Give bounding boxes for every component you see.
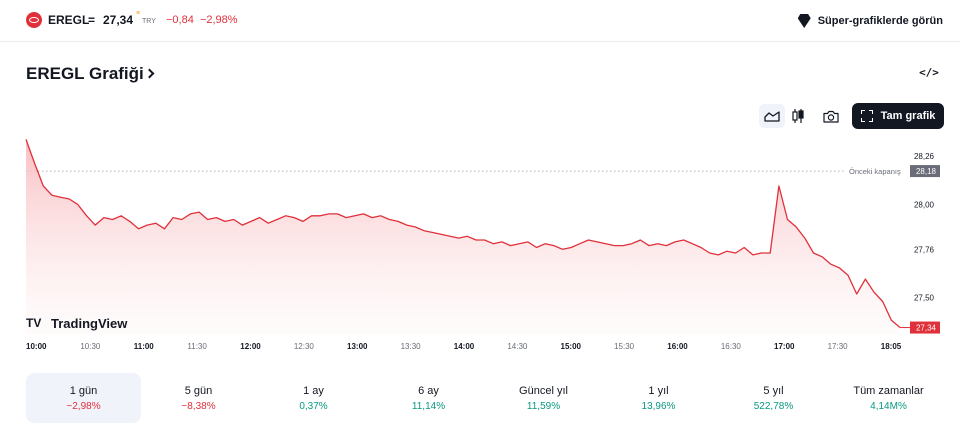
chevron-right-icon bbox=[144, 68, 155, 79]
x-tick-label: 16:30 bbox=[721, 342, 742, 351]
candles-icon bbox=[792, 109, 804, 123]
range-change: −2,98% bbox=[66, 400, 101, 412]
x-tick-label: 12:00 bbox=[240, 342, 261, 351]
last-price-tag bbox=[910, 321, 940, 334]
price-area bbox=[26, 139, 900, 335]
x-tick-label: 17:00 bbox=[774, 342, 795, 351]
range-change: 13,96% bbox=[641, 400, 676, 412]
x-tick-label: 14:30 bbox=[507, 342, 528, 351]
previous-close-value-tag bbox=[910, 165, 940, 178]
embed-code-button[interactable]: </> bbox=[919, 66, 939, 79]
symbol-currency: TRY bbox=[142, 18, 156, 25]
currency-mark-icon: ≡ bbox=[136, 10, 141, 17]
super-charts-label: Süper-grafiklerde görün bbox=[817, 15, 943, 27]
range-change: 522,78% bbox=[753, 400, 794, 412]
range-label: 5 gün bbox=[184, 384, 213, 397]
x-tick-label: 14:00 bbox=[454, 342, 475, 351]
full-chart-label: Tam grafik bbox=[880, 110, 936, 122]
x-tick-label: 15:30 bbox=[614, 342, 635, 351]
price-chart[interactable]: 28,26 28,00 27,76 27,50 Önceki kapanış 28,18… bbox=[0, 139, 960, 356]
full-chart-button[interactable]: Tam grafik bbox=[852, 103, 944, 129]
range-tab[interactable]: 5 yıl 522,78% bbox=[716, 373, 831, 423]
range-tab[interactable]: Tüm zamanlar 4,14M% bbox=[831, 373, 946, 423]
range-tab[interactable]: 5 gün −8,38% bbox=[141, 373, 256, 423]
price-line bbox=[25, 139, 901, 328]
ticker-bar: EREGL = 27,34 ≡ TRY −0,84 −2,98% Süper-g… bbox=[0, 0, 960, 42]
range-change: 11,59% bbox=[526, 400, 561, 412]
symbol-name[interactable]: EREGL bbox=[48, 13, 90, 27]
x-tick-label: 17:30 bbox=[828, 342, 849, 351]
range-change: −8,38% bbox=[181, 400, 216, 412]
x-tick-label: 15:00 bbox=[561, 342, 582, 351]
x-tick-label: 10:30 bbox=[80, 342, 101, 351]
range-label: Güncel yıl bbox=[519, 384, 568, 397]
range-tab[interactable]: 1 yıl 13,96% bbox=[601, 373, 716, 423]
y-tick-label: 27,50 bbox=[914, 294, 935, 303]
range-tab[interactable]: 6 ay 11,14% bbox=[371, 373, 486, 423]
x-tick-label: 13:30 bbox=[401, 342, 422, 351]
area-chart-icon bbox=[764, 111, 780, 122]
range-label: 1 gün bbox=[69, 384, 98, 397]
screenshot-button[interactable] bbox=[818, 104, 844, 128]
range-selector: 1 gün −2,98% 5 gün −8,38% 1 ay 0,37% 6 ay 11,14… bbox=[26, 373, 946, 423]
area-chart-button[interactable] bbox=[759, 104, 785, 128]
symbol-logo-icon bbox=[26, 12, 42, 28]
symbol-price: 27,34 bbox=[103, 13, 134, 27]
tradingview-text: TradingView bbox=[51, 316, 128, 331]
range-tab[interactable]: Güncel yıl 11,59% bbox=[486, 373, 601, 423]
range-tab[interactable]: 1 ay 0,37% bbox=[256, 373, 371, 423]
chart-title: EREGL Grafiği bbox=[26, 64, 144, 83]
tradingview-watermark[interactable]: TV TradingView bbox=[26, 316, 128, 331]
x-tick-label: 11:00 bbox=[134, 342, 155, 351]
y-tick-label: 28,00 bbox=[914, 201, 935, 210]
previous-close-label-bg bbox=[845, 165, 908, 178]
x-tick-label: 16:00 bbox=[667, 342, 688, 351]
super-charts-link[interactable]: Süper-grafiklerde görün bbox=[797, 12, 943, 30]
range-label: Tüm zamanlar bbox=[853, 384, 924, 397]
previous-close-label: Önceki kapanış bbox=[849, 167, 901, 176]
range-change: 0,37% bbox=[299, 400, 328, 412]
range-label: 5 yıl bbox=[763, 384, 784, 397]
y-tick-label: 28,26 bbox=[914, 152, 935, 161]
range-label: 1 ay bbox=[303, 384, 324, 397]
diamond-icon bbox=[797, 14, 811, 28]
fullscreen-icon bbox=[860, 110, 873, 122]
x-tick-label: 10:00 bbox=[26, 342, 47, 351]
tradingview-logo-icon: TV bbox=[26, 316, 41, 330]
last-price-value: 27,34 bbox=[916, 324, 937, 333]
range-label: 6 ay bbox=[418, 384, 439, 397]
chart-title-link[interactable]: EREGL Grafiği bbox=[26, 64, 155, 84]
y-tick-label: 27,76 bbox=[914, 245, 935, 254]
range-tab[interactable]: 1 gün −2,98% bbox=[26, 373, 141, 423]
symbol-separator: = bbox=[88, 13, 96, 27]
previous-close-value: 28,18 bbox=[916, 167, 937, 176]
x-tick-label: 12:30 bbox=[294, 342, 315, 351]
camera-icon bbox=[823, 110, 839, 123]
candles-button[interactable] bbox=[785, 104, 811, 128]
range-label: 1 yıl bbox=[648, 384, 669, 397]
x-tick-label: 13:00 bbox=[347, 342, 368, 351]
x-tick-label: 18:05 bbox=[881, 342, 902, 351]
x-tick-label: 11:30 bbox=[187, 342, 207, 351]
symbol-change: −0,84 −2,98% bbox=[166, 14, 238, 26]
range-change: 4,14M% bbox=[870, 400, 907, 412]
range-change: 11,14% bbox=[411, 400, 446, 412]
